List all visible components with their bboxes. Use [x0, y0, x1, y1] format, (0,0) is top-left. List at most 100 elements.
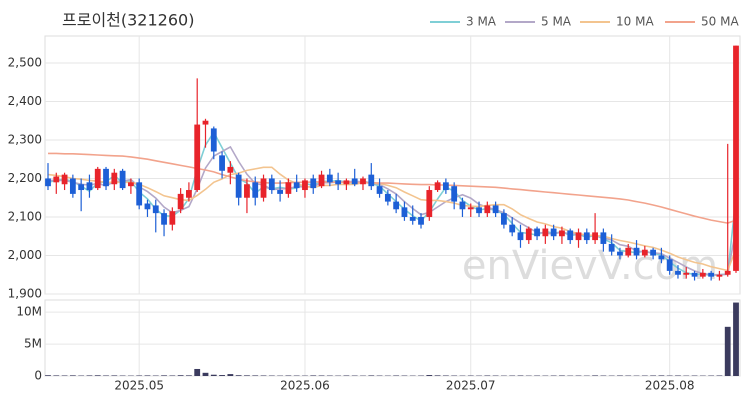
candle-body [592, 232, 598, 241]
candle-body [293, 182, 300, 189]
candle-body [501, 213, 507, 225]
volume-bar [343, 375, 350, 376]
candle-body [625, 247, 632, 256]
volume-bar [592, 375, 598, 376]
candle-body [525, 228, 532, 241]
volume-bar [733, 302, 739, 376]
candle-body [650, 249, 657, 256]
volume-panel [44, 299, 741, 377]
candle-body [326, 174, 333, 183]
y-tick-label: 2,100 [8, 209, 42, 223]
candle-body [409, 216, 416, 221]
volume-bar [285, 375, 292, 376]
legend-label: 5 MA [541, 15, 572, 29]
volume-bar [310, 375, 317, 376]
candle-body [210, 128, 217, 152]
y-tick-label: 2,500 [8, 55, 42, 69]
volume-bar [53, 375, 60, 376]
candle-body [583, 232, 590, 241]
ma-line [47, 166, 737, 272]
candle-body [235, 174, 242, 198]
volume-bar [252, 375, 259, 376]
candle-body [194, 124, 201, 191]
candle-body [716, 274, 723, 277]
candle-body [86, 182, 93, 191]
volume-bar [650, 375, 657, 376]
y-tick-label: 2,400 [8, 94, 42, 108]
candle-body [492, 205, 499, 214]
candle-body [699, 272, 706, 277]
volume-bar [45, 375, 51, 376]
candle-body [708, 272, 715, 277]
candle-body [633, 247, 640, 256]
candle-body [476, 207, 482, 214]
volume-bar [617, 375, 623, 376]
candle-body [310, 178, 317, 189]
candle-body [617, 251, 623, 256]
candle-body [252, 182, 259, 198]
volume-bar [393, 375, 400, 376]
candle-body [434, 182, 441, 191]
x-tick-label: 2025.07 [446, 379, 496, 393]
candle-body [61, 174, 68, 185]
volume-bar [442, 375, 449, 376]
volume-bar [86, 375, 93, 376]
volume-bar [559, 375, 565, 376]
candle-body [733, 45, 739, 271]
volume-bar [103, 375, 109, 376]
candle-body [351, 178, 358, 185]
candle-body [509, 224, 516, 233]
y-tick-label: 2,300 [8, 132, 42, 146]
x-tick-label: 2025.06 [280, 379, 330, 393]
candle-body [260, 178, 267, 198]
chart-title: 프로이천(321260) [62, 11, 194, 30]
candle-body [169, 211, 176, 225]
candle-body [658, 255, 665, 260]
candle-body [575, 232, 582, 241]
x-tick-label: 2025.08 [645, 379, 695, 393]
volume-bar [517, 375, 524, 376]
candle-body [600, 232, 607, 244]
ma-line [48, 145, 737, 276]
candle-body [202, 120, 209, 125]
candle-body [484, 205, 491, 214]
volume-bar [260, 375, 267, 376]
candle-body [666, 259, 673, 271]
candle-body [103, 168, 109, 187]
volume-tick-label: 0 [34, 369, 42, 383]
candle-body [119, 170, 126, 189]
volume-bar [658, 375, 665, 376]
volume-bar [434, 375, 441, 376]
volume-bar [111, 375, 118, 376]
candle-body [111, 172, 118, 185]
candle-body [426, 190, 433, 217]
candle-body [442, 182, 449, 191]
candle-body [401, 207, 408, 217]
candle-body [78, 184, 85, 191]
volume-bar [144, 375, 151, 376]
candle-body [53, 176, 60, 183]
candle-body [152, 205, 159, 214]
candle-body [45, 178, 51, 187]
volume-bar [177, 375, 184, 376]
candle-body [641, 249, 648, 256]
volume-bar [244, 375, 250, 376]
volume-tick-label: 10M [16, 305, 42, 319]
candle-body [268, 178, 275, 191]
candle-body [69, 178, 76, 194]
candle-body [94, 168, 101, 189]
candle-body [675, 270, 681, 275]
volume-bar [194, 368, 201, 376]
candle-body [127, 182, 134, 187]
candle-body [318, 174, 325, 187]
volume-bar [484, 375, 491, 376]
candle-body [302, 180, 308, 191]
candle-body [608, 243, 615, 252]
candle-body [724, 270, 731, 275]
volume-bar [426, 375, 433, 376]
candle-body [691, 272, 698, 277]
y-tick-label: 2,000 [8, 248, 42, 262]
candle-body [550, 228, 557, 237]
volume-bar [186, 375, 192, 376]
